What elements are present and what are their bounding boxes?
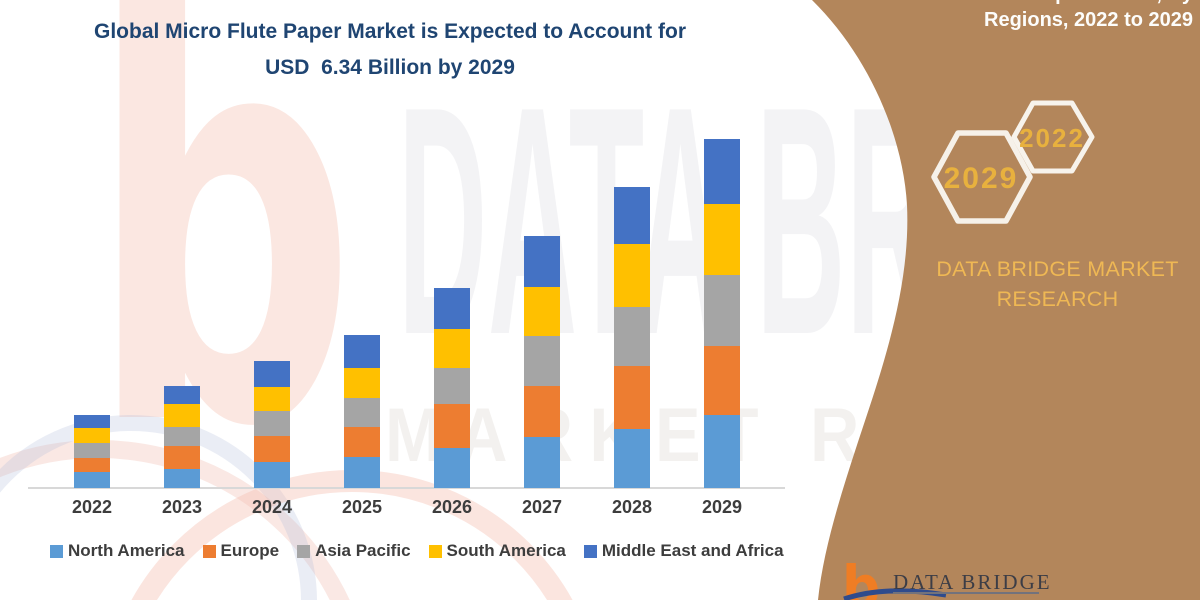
bar-segment-2027-europe — [524, 386, 560, 437]
bar-2026 — [434, 288, 470, 488]
bar-segment-2022-asia-pacific — [74, 443, 110, 458]
side-panel-shape — [812, 0, 1200, 600]
bar-segment-2025-north-america — [344, 457, 380, 488]
bar-segment-2022-middle-east-and-africa — [74, 415, 110, 428]
bar-segment-2029-north-america — [704, 415, 740, 488]
bar-segment-2023-south-america — [164, 404, 200, 427]
bar-2024 — [254, 361, 290, 488]
chart-title: Global Micro Flute Paper Market is Expec… — [30, 14, 750, 86]
x-axis-label-2023: 2023 — [161, 497, 203, 517]
bar-segment-2024-asia-pacific — [254, 411, 290, 436]
legend-item-south-america: South America — [428, 541, 566, 561]
legend: North America Europe Asia Pacific South Ame… — [50, 541, 784, 561]
bar-segment-2024-south-america — [254, 387, 290, 411]
legend-swatch-icon — [202, 544, 216, 558]
x-axis-label-2025: 2025 — [341, 497, 383, 517]
bar-segment-2027-asia-pacific — [524, 336, 560, 386]
legend-item-asia-pacific: Asia Pacific — [297, 541, 411, 561]
bar-segment-2022-south-america — [74, 428, 110, 443]
bar-segment-2029-south-america — [704, 204, 740, 275]
legend-swatch-icon — [297, 544, 311, 558]
bar-segment-2028-middle-east-and-africa — [614, 187, 650, 244]
legend-label: South America — [446, 541, 566, 560]
bar-segment-2023-north-america — [164, 469, 200, 488]
brand-text-line2: RESEARCH — [996, 287, 1119, 311]
x-axis-label-2029: 2029 — [701, 497, 743, 517]
legend-swatch-icon — [583, 544, 597, 558]
x-axis-line — [28, 487, 785, 489]
legend-label: North America — [68, 541, 185, 560]
brand-text-line1: DATA BRIDGE MARKET — [936, 257, 1179, 281]
side-panel-heading: Global Micro Flute Paper Market, By Regi… — [851, 0, 1193, 33]
bar-segment-2028-europe — [614, 366, 650, 429]
chart-title-line2: USD 6.34 Billion by 2029 — [265, 56, 515, 79]
bar-segment-2026-north-america — [434, 448, 470, 488]
bar-2022 — [74, 415, 110, 488]
bar-2028 — [614, 187, 650, 488]
bar-segment-2028-south-america — [614, 244, 650, 307]
legend-item-north-america: North America — [50, 541, 185, 561]
bar-segment-2029-asia-pacific — [704, 275, 740, 346]
bar-2029 — [704, 139, 740, 488]
bar-segment-2027-north-america — [524, 437, 560, 488]
bar-2023 — [164, 386, 200, 488]
bar-segment-2029-europe — [704, 346, 740, 415]
hexagon-2029-label: 2029 — [944, 162, 1019, 195]
footer-logo-underline — [893, 592, 1039, 594]
legend-label: Middle East and Africa — [601, 541, 784, 560]
x-axis-label-2022: 2022 — [71, 497, 113, 517]
bar-segment-2026-europe — [434, 404, 470, 448]
bar-2027 — [524, 236, 560, 488]
bar-segment-2023-europe — [164, 446, 200, 469]
bar-segment-2028-north-america — [614, 429, 650, 488]
bar-segment-2027-middle-east-and-africa — [524, 236, 560, 287]
x-axis-label-2027: 2027 — [521, 497, 563, 517]
bar-segment-2025-europe — [344, 427, 380, 457]
bar-segment-2025-middle-east-and-africa — [344, 335, 380, 368]
hexagon-2022-label: 2022 — [1019, 123, 1085, 153]
x-axis-label-2026: 2026 — [431, 497, 473, 517]
hexagon-2022 — [1011, 100, 1095, 174]
bar-segment-2024-middle-east-and-africa — [254, 361, 290, 387]
x-axis-label-2024: 2024 — [251, 497, 293, 517]
bar-segment-2025-south-america — [344, 368, 380, 398]
footer-logo-subtitle-clipped: MARKET RESEARCH — [893, 597, 1070, 600]
bar-segment-2028-asia-pacific — [614, 307, 650, 366]
bar-segment-2022-europe — [74, 458, 110, 472]
x-axis-label-2028: 2028 — [611, 497, 653, 517]
hexagon-2029 — [931, 130, 1033, 224]
brand-text: DATA BRIDGE MARKET RESEARCH — [915, 254, 1200, 314]
bar-segment-2029-middle-east-and-africa — [704, 139, 740, 204]
bar-segment-2024-europe — [254, 436, 290, 462]
bar-segment-2027-south-america — [524, 287, 560, 336]
legend-swatch-icon — [50, 544, 63, 558]
legend-label: Asia Pacific — [315, 541, 411, 560]
legend-swatch-icon — [428, 544, 442, 558]
bar-segment-2022-north-america — [74, 472, 110, 488]
bar-segment-2026-middle-east-and-africa — [434, 288, 470, 329]
bar-2025 — [344, 335, 380, 488]
bar-segment-2026-south-america — [434, 329, 470, 368]
bar-segment-2025-asia-pacific — [344, 398, 380, 427]
side-panel-heading-clipped-line: Global Micro Flute Paper Market, By — [851, 0, 1193, 7]
footer-logo-name: DATA BRIDGE — [893, 570, 1052, 594]
chart-title-line1: Global Micro Flute Paper Market is Expec… — [94, 20, 686, 43]
bar-segment-2024-north-america — [254, 462, 290, 488]
legend-label: Europe — [220, 541, 280, 560]
bar-segment-2023-middle-east-and-africa — [164, 386, 200, 404]
side-panel-heading-line: Regions, 2022 to 2029 — [984, 9, 1193, 31]
bar-segment-2023-asia-pacific — [164, 427, 200, 446]
bar-segment-2026-asia-pacific — [434, 368, 470, 404]
legend-item-middle-east-and-africa: Middle East and Africa — [583, 541, 784, 561]
legend-item-europe: Europe — [202, 541, 280, 561]
